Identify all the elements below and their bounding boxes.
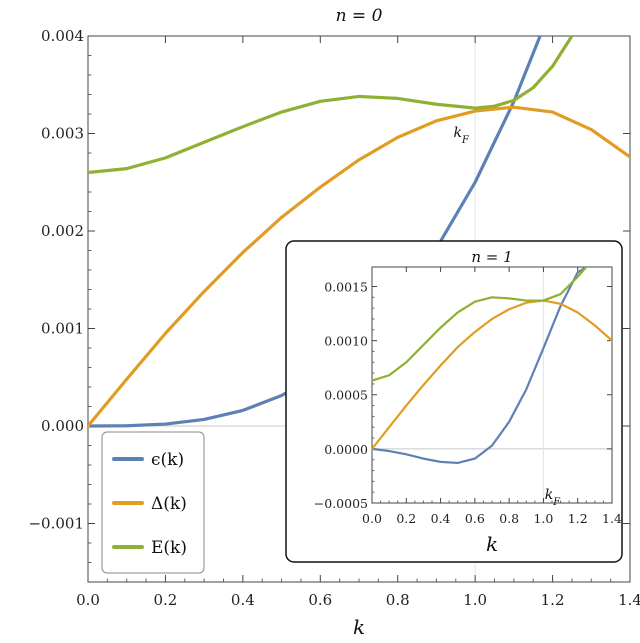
legend: ϵ(k) Δ(k) E(k) <box>101 431 205 574</box>
inset-x-tick-label: 0.0 <box>362 511 382 526</box>
main-x-tick-label: 0.0 <box>76 591 100 609</box>
inset-y-tick-label: 0.0000 <box>324 442 368 457</box>
main-series-line <box>88 36 574 175</box>
main-kf-label: kF <box>453 125 469 146</box>
legend-label: ϵ(k) <box>151 450 184 470</box>
main-x-tick-label: 1.0 <box>463 591 487 609</box>
inset-y-tick-label: 0.0010 <box>324 334 368 349</box>
main-y-tick-label: 0.000 <box>41 417 84 435</box>
main-x-tick-label: 1.2 <box>541 591 565 609</box>
inset-title: n = 1 <box>471 248 512 266</box>
main-x-tick-label: 0.2 <box>153 591 177 609</box>
inset-x-tick-label: 0.4 <box>431 511 451 526</box>
inset-x-tick-label: 1.0 <box>533 511 553 526</box>
main-x-tick-label: 0.4 <box>231 591 255 609</box>
main-y-tick-label: 0.003 <box>41 125 84 143</box>
main-x-axis-label: k <box>353 615 365 639</box>
main-x-tick-label: 0.6 <box>308 591 332 609</box>
inset-panel: 0.0 0.2 0.4 0.6 0.8 1.0 1.2 1.4 0.0015 0.0010 0.00… <box>285 240 623 563</box>
legend-label: E(k) <box>151 538 187 558</box>
legend-box <box>101 431 205 574</box>
main-series-line <box>88 105 630 428</box>
inset-background <box>285 240 623 563</box>
main-title: n = 0 <box>336 6 383 26</box>
main-x-tick-label: 1.4 <box>618 591 640 609</box>
inset-series-group <box>372 267 612 465</box>
inset-y-tick-label: −0.0005 <box>314 496 368 511</box>
main-x-tick-label: 0.8 <box>386 591 410 609</box>
legend-label: Δ(k) <box>151 494 187 514</box>
main-y-tick-label: 0.001 <box>41 320 84 338</box>
inset-kf-label: kF <box>545 487 561 508</box>
inset-y-tick-label: 0.0015 <box>324 279 368 294</box>
inset-x-tick-label: 0.2 <box>396 511 416 526</box>
inset-x-axis-label: k <box>486 532 498 556</box>
inset-series-line <box>372 267 588 465</box>
inset-x-tick-label: 0.8 <box>499 511 519 526</box>
inset-x-tick-label: 1.2 <box>568 511 588 526</box>
inset-x-tick-label: 1.4 <box>602 511 622 526</box>
inset-series-line <box>372 299 612 450</box>
inset-x-tick-label: 0.6 <box>465 511 485 526</box>
main-y-tick-label: 0.002 <box>41 222 84 240</box>
inset-y-tick-label: 0.0005 <box>324 388 368 403</box>
main-y-tick-label: −0.001 <box>28 515 84 533</box>
main-y-tick-label: 0.004 <box>41 27 84 45</box>
inset-series-line <box>372 267 588 382</box>
